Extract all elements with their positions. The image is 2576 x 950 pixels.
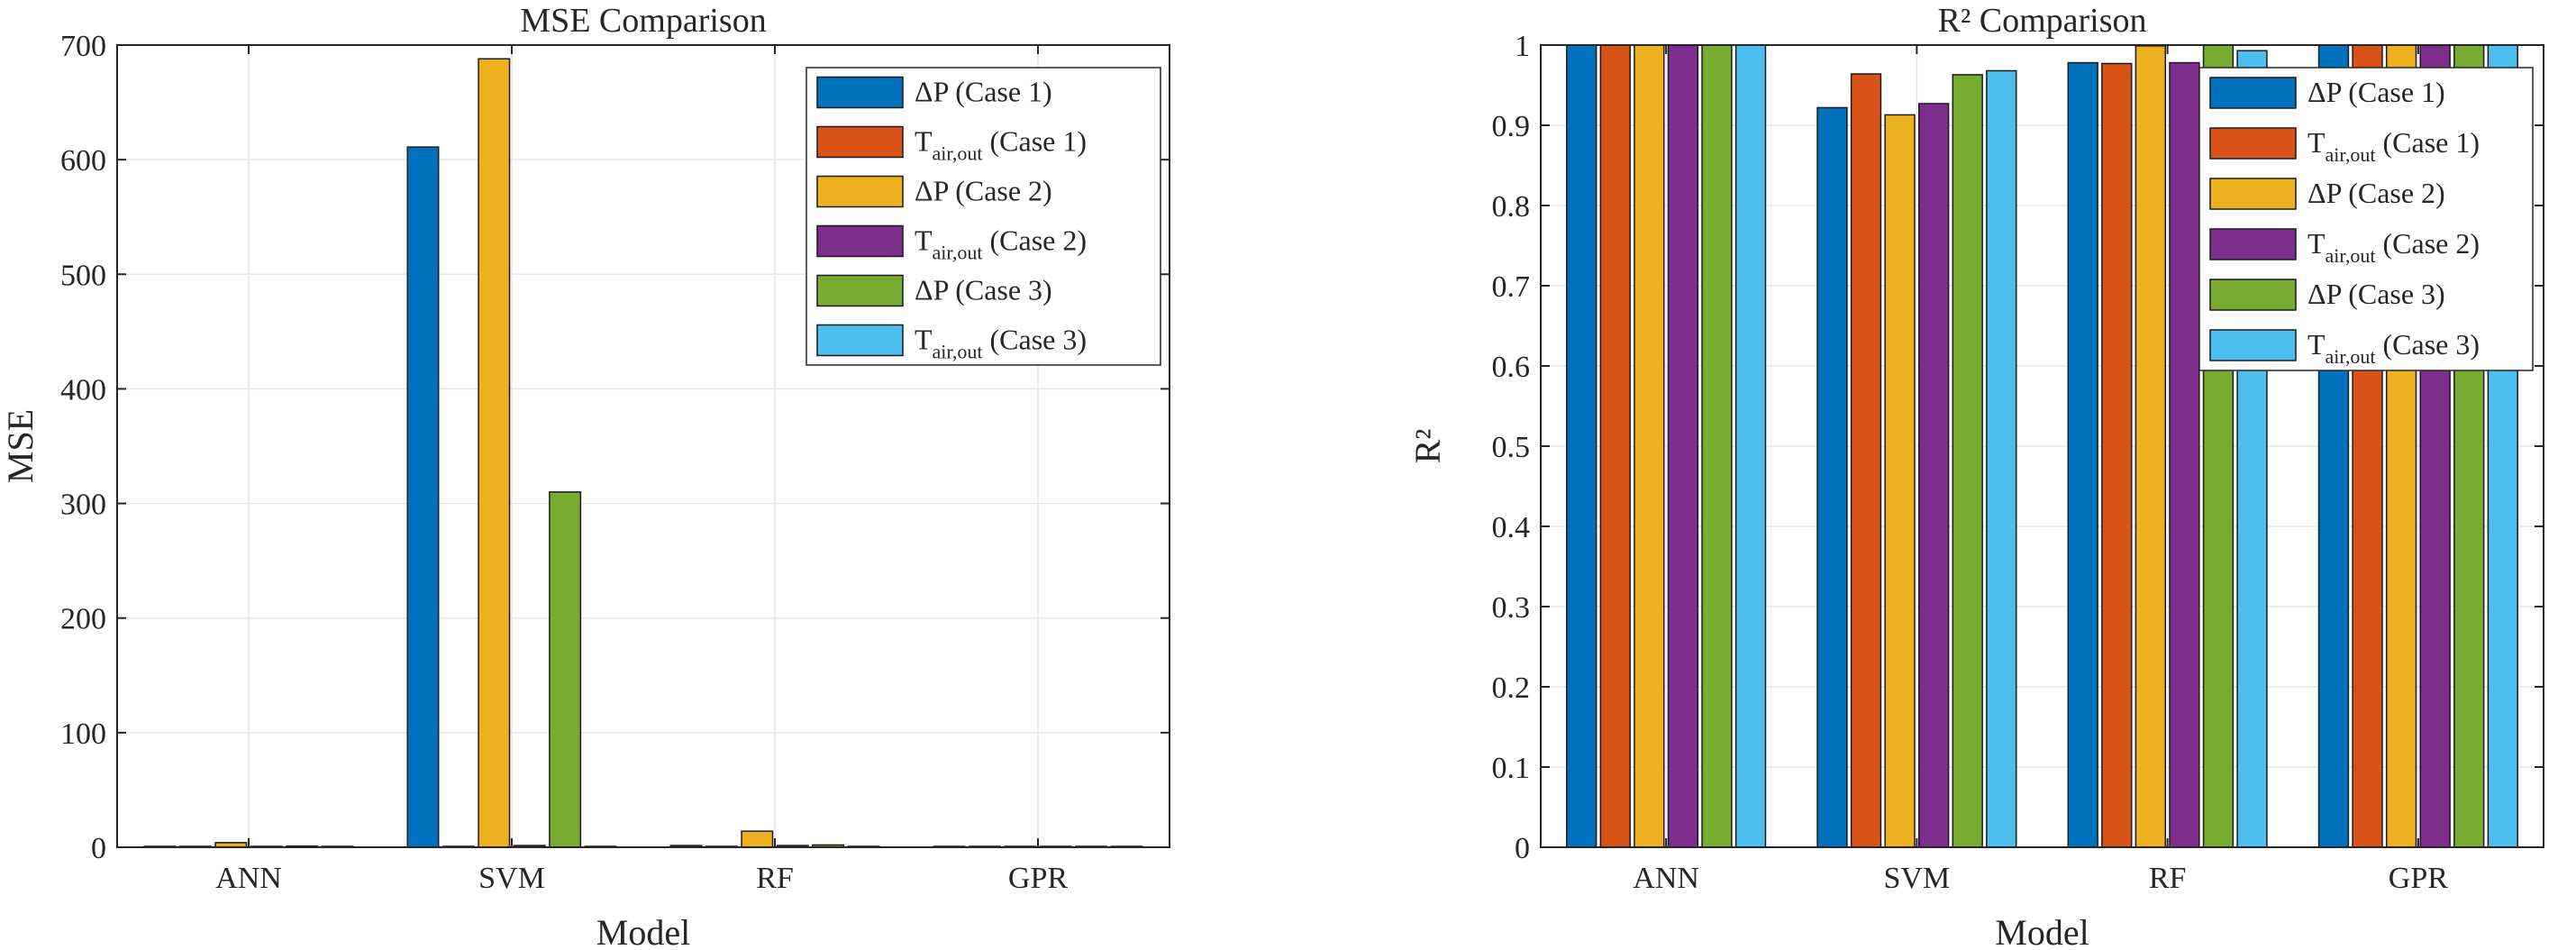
- y-tick-label: 500: [60, 259, 106, 292]
- legend-label: ΔP (Case 1): [915, 76, 1052, 108]
- legend-swatch: [2209, 77, 2297, 109]
- y-tick-label: 0: [1515, 832, 1530, 865]
- legend-swatch: [816, 274, 904, 307]
- legend-label: Tair,out (Case 3): [2307, 328, 2480, 368]
- x-tick-label: ANN: [1633, 862, 1699, 895]
- bar: [2101, 62, 2133, 848]
- x-tick-label: GPR: [1008, 862, 1068, 895]
- legend-swatch: [816, 125, 904, 159]
- legend: ΔP (Case 1) Tair,out (Case 1) ΔP (Case 2) T…: [806, 67, 1161, 366]
- chart-1: 0 0.1 0.2 0.3 0.4 0.5 0.6 0.7 0.8 0.9 1 ANN SVM RF GPR…: [1407, 2, 2544, 950]
- legend: ΔP (Case 1) Tair,out (Case 1) ΔP (Case 2) T…: [2198, 67, 2534, 371]
- y-tick-label: 200: [60, 603, 106, 636]
- x-tick-label: RF: [756, 862, 794, 895]
- bar: [1917, 103, 1950, 848]
- chart-title: MSE Comparison: [520, 2, 766, 40]
- bar: [2067, 61, 2098, 848]
- bar: [1566, 44, 1597, 848]
- x-tick-label: RF: [2149, 862, 2187, 895]
- y-tick-label: 100: [60, 717, 106, 751]
- y-tick-label: 0.4: [1492, 511, 1531, 544]
- x-axis-label: Model: [596, 912, 690, 950]
- bar: [2169, 61, 2200, 848]
- x-axis-label: Model: [1995, 912, 2089, 950]
- legend-swatch: [816, 324, 904, 357]
- bar: [1952, 74, 1983, 848]
- legend-box: [2198, 67, 2534, 371]
- y-tick-label: 0.7: [1492, 270, 1531, 304]
- y-tick-label: 700: [60, 30, 106, 63]
- legend-label: Tair,out (Case 2): [2307, 227, 2480, 267]
- legend-label: ΔP (Case 3): [915, 274, 1052, 306]
- legend-label: Tair,out (Case 2): [915, 224, 1087, 264]
- y-tick-label: 400: [60, 373, 106, 406]
- y-tick-label: 0.9: [1492, 110, 1531, 143]
- x-tick-label: ANN: [215, 862, 282, 895]
- x-tick-label: SVM: [478, 862, 545, 895]
- legend-swatch: [2209, 279, 2297, 311]
- y-tick-label: 1: [1515, 30, 1530, 63]
- legend-label: Tair,out (Case 1): [915, 125, 1087, 165]
- y-axis-label: MSE: [0, 409, 41, 483]
- legend-swatch: [816, 76, 904, 109]
- bar: [549, 491, 582, 848]
- legend-swatch: [2209, 178, 2297, 210]
- legend-label: Tair,out (Case 3): [915, 324, 1087, 363]
- legend-box: [806, 67, 1161, 366]
- legend-label: ΔP (Case 3): [2307, 278, 2445, 310]
- y-tick-label: 0.8: [1492, 190, 1531, 224]
- x-tick-label: GPR: [2389, 862, 2448, 895]
- bar: [1986, 69, 2017, 848]
- y-axis-label: R²: [1407, 429, 1448, 464]
- bar: [1701, 44, 1733, 848]
- bar: [741, 830, 774, 848]
- legend-swatch: [2209, 329, 2297, 361]
- y-tick-label: 0.6: [1492, 351, 1531, 384]
- y-tick-label: 600: [60, 144, 106, 178]
- chart-title: R² Comparison: [1937, 2, 2146, 40]
- bar: [1850, 73, 1882, 848]
- bar: [1667, 44, 1699, 848]
- bar: [1634, 44, 1665, 848]
- bar: [478, 58, 511, 848]
- y-tick-label: 300: [60, 489, 106, 522]
- y-tick-label: 0.2: [1492, 671, 1531, 705]
- legend-label: ΔP (Case 1): [2307, 76, 2445, 108]
- bar: [1734, 44, 1767, 848]
- chart-0: 0 100 200 300 400 500 600 700 ANN SVM RF GPR MSE Com…: [0, 2, 1170, 950]
- bar: [1599, 44, 1631, 848]
- legend-label: ΔP (Case 2): [915, 175, 1052, 207]
- legend-label: ΔP (Case 2): [2307, 177, 2445, 209]
- bar: [2135, 45, 2167, 848]
- bar: [1884, 114, 1916, 848]
- legend-swatch: [2209, 228, 2297, 260]
- legend-swatch: [816, 175, 904, 208]
- bar: [406, 146, 440, 848]
- legend-swatch: [2209, 127, 2297, 160]
- y-tick-label: 0.1: [1492, 752, 1531, 785]
- legend-label: Tair,out (Case 1): [2307, 126, 2480, 166]
- bar: [1816, 106, 1848, 848]
- legend-swatch: [816, 224, 904, 258]
- y-tick-label: 0.3: [1492, 591, 1531, 625]
- y-tick-label: 0: [91, 832, 106, 865]
- x-tick-label: SVM: [1884, 862, 1951, 895]
- axes-box: [116, 44, 1170, 848]
- y-tick-label: 0.5: [1492, 431, 1531, 464]
